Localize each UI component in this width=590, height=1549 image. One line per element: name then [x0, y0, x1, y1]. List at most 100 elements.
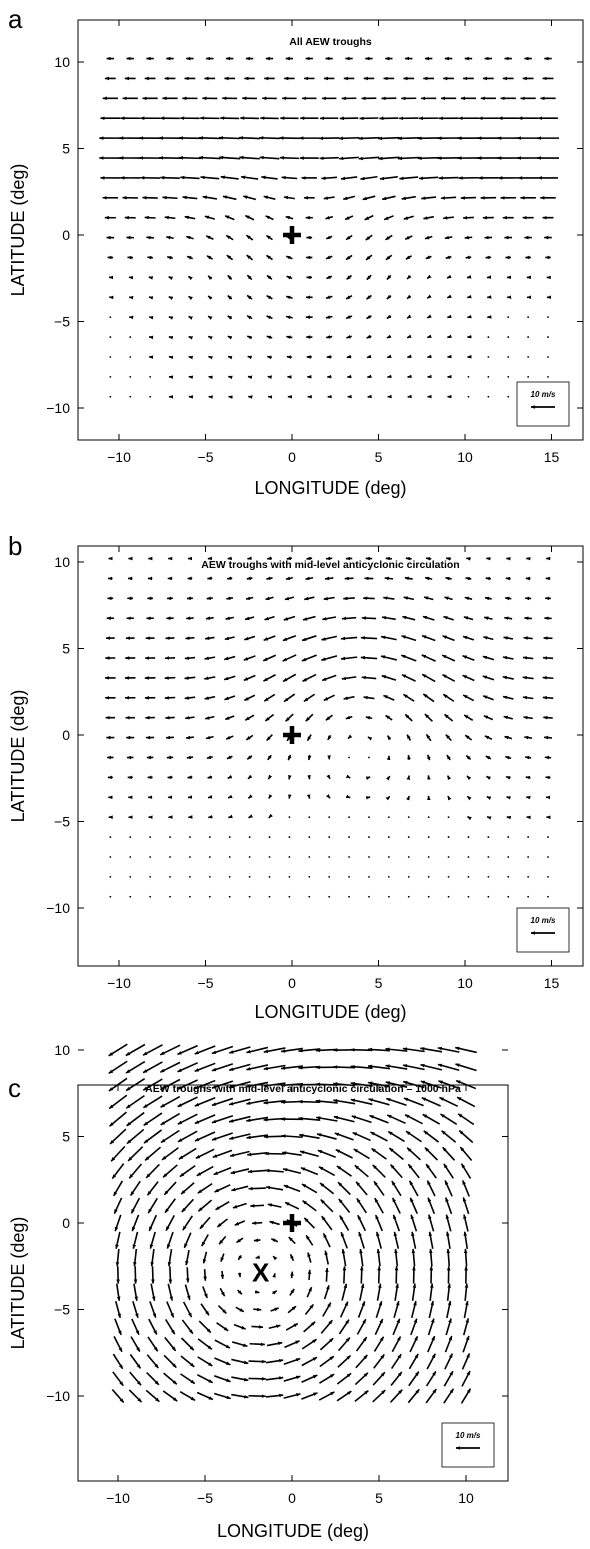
y-axis-label: LATITUDE (deg) [8, 164, 28, 297]
wind-vector [185, 1267, 190, 1283]
wind-vector [523, 735, 533, 740]
wind-vector [423, 215, 434, 220]
wind-vector [196, 1374, 214, 1384]
y-tick-label: 5 [62, 141, 70, 157]
wind-vector [146, 1372, 160, 1386]
wind-vector [442, 635, 455, 642]
wind-vector [165, 235, 174, 240]
wind-vector [254, 1290, 260, 1294]
wind-vector [456, 1096, 476, 1108]
wind-vector [487, 895, 490, 898]
wind-vector [325, 793, 331, 799]
wind-vector [321, 635, 338, 641]
wind-vector [268, 794, 273, 799]
wind-vector [234, 1220, 246, 1226]
wind-vector [427, 836, 430, 838]
wind-vector [226, 755, 233, 760]
wind-vector [341, 1248, 347, 1267]
wind-vector [504, 596, 512, 601]
wind-vector [406, 354, 412, 359]
wind-vector [206, 755, 213, 760]
wind-vector [408, 1180, 419, 1197]
wind-vector [427, 1335, 436, 1353]
wind-vector [249, 1204, 265, 1208]
wind-vector [271, 1290, 278, 1295]
wind-vector [355, 1181, 368, 1196]
wind-vector [485, 755, 492, 760]
wind-vector [424, 713, 433, 722]
wind-vector [334, 1132, 354, 1141]
wind-vector [503, 636, 514, 640]
wind-vector [129, 1371, 142, 1386]
y-tick-label: 0 [62, 227, 70, 243]
wind-vector [207, 275, 213, 280]
wind-vector [358, 136, 380, 141]
wind-vector [324, 1250, 330, 1265]
wind-vector [286, 335, 293, 340]
wind-vector [181, 1198, 194, 1213]
wind-vector [248, 856, 251, 858]
wind-vector [289, 1253, 295, 1262]
wind-vector [321, 1215, 333, 1231]
wind-vector [358, 156, 380, 161]
y-tick-label: −5 [54, 314, 70, 330]
y-tick-label: −10 [46, 400, 70, 416]
wind-vector [130, 1197, 141, 1214]
wind-vector [284, 1201, 300, 1210]
wind-vector [365, 234, 373, 241]
wind-vector [206, 596, 213, 601]
wind-vector [547, 336, 549, 338]
wind-vector [467, 375, 470, 378]
wind-vector [108, 1060, 128, 1075]
wind-vector [391, 1197, 401, 1214]
wind-vector [350, 1098, 373, 1106]
wind-vector [421, 1097, 441, 1107]
wind-vector [318, 1166, 336, 1177]
wind-vector [401, 195, 416, 201]
reference-vector-box [441, 1422, 495, 1468]
wind-vector [381, 674, 397, 681]
wind-vector [265, 215, 274, 221]
wind-vector [444, 713, 454, 722]
wind-vector [285, 315, 293, 320]
wind-vector [169, 895, 171, 898]
plot-title: AEW troughs with mid-level anticyclonic … [201, 559, 459, 571]
wind-vector [301, 1338, 318, 1350]
wind-vector [397, 136, 420, 141]
wind-vector [227, 335, 233, 340]
wind-vector [507, 895, 510, 898]
wind-vector [109, 375, 112, 378]
wind-vector [279, 156, 300, 160]
wind-vector [405, 1130, 422, 1143]
wind-vector [392, 1318, 401, 1336]
wind-vector [272, 1273, 276, 1278]
wind-vector [348, 756, 350, 759]
plot-title: All AEW troughs [289, 36, 372, 48]
wind-vector [406, 294, 412, 300]
wind-vector [213, 1166, 232, 1176]
wind-vector [410, 1318, 418, 1336]
wind-vector [447, 856, 450, 858]
wind-vector [447, 795, 452, 801]
wind-vector [319, 156, 339, 161]
wind-vector [374, 1197, 384, 1214]
wind-vector [270, 1238, 279, 1243]
wind-vector [164, 1198, 176, 1214]
wind-vector [306, 1286, 313, 1298]
wind-vector [218, 136, 241, 140]
wind-vector [467, 895, 470, 898]
wind-vector [446, 314, 452, 319]
wind-vector [163, 1372, 178, 1385]
wind-vector [285, 713, 294, 722]
panel-c: c AEW troughs with mid-level anticyclonic… [8, 1042, 509, 1541]
wind-vector [224, 215, 235, 221]
wind-vector [325, 215, 334, 220]
wind-vector [356, 1318, 367, 1335]
wind-vector [180, 1373, 196, 1385]
wind-vector [385, 234, 393, 241]
wind-vector [243, 674, 256, 682]
wind-vector [443, 1163, 455, 1179]
wind-vector [505, 775, 511, 780]
wind-vector [363, 695, 375, 700]
wind-vector [303, 693, 316, 703]
